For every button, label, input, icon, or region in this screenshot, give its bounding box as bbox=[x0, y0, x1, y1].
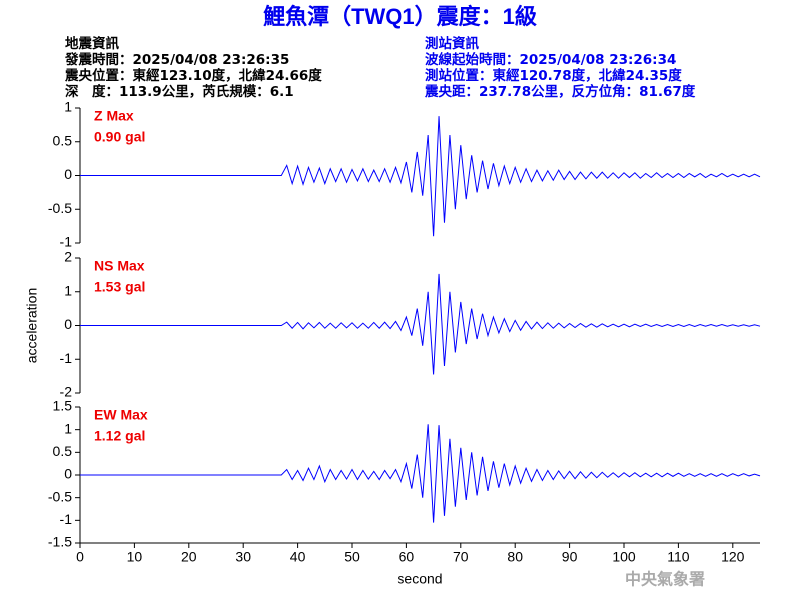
annotation: NS Max bbox=[94, 258, 145, 274]
waveform bbox=[80, 424, 761, 523]
x-tick-label: 100 bbox=[612, 549, 636, 565]
x-tick-label: 70 bbox=[453, 549, 469, 565]
y-tick-label: 0 bbox=[64, 316, 72, 332]
y-tick-label: 0 bbox=[64, 166, 72, 182]
y-tick-label: -1 bbox=[60, 511, 73, 527]
y-tick-label: 1 bbox=[64, 282, 72, 298]
info-line: 測站資訊 bbox=[425, 35, 479, 52]
x-tick-label: 0 bbox=[76, 549, 84, 565]
x-tick-label: 110 bbox=[667, 549, 690, 565]
waveform bbox=[80, 273, 761, 375]
x-tick-label: 50 bbox=[344, 549, 360, 565]
y-tick-label: -0.5 bbox=[48, 200, 72, 216]
x-tick-label: 40 bbox=[290, 549, 306, 565]
y-axis-label: acceleration bbox=[24, 288, 40, 364]
info-line: 發震時間：2025/04/08 23:26:35 bbox=[64, 51, 289, 68]
watermark: 中央氣象署 bbox=[625, 570, 705, 589]
annotation: 0.90 gal bbox=[94, 129, 145, 145]
info-line: 震央距：237.78公里，反方位角：81.67度 bbox=[424, 83, 696, 100]
y-tick-label: 1.5 bbox=[53, 398, 73, 414]
x-tick-label: 30 bbox=[235, 549, 251, 565]
y-tick-label: -1 bbox=[60, 350, 73, 366]
info-line: 地震資訊 bbox=[65, 35, 119, 52]
y-tick-label: 0 bbox=[64, 466, 72, 482]
y-tick-label: -1 bbox=[60, 234, 73, 250]
y-tick-label: 1 bbox=[64, 99, 72, 115]
x-tick-label: 20 bbox=[181, 549, 197, 565]
info-line: 震央位置：東經123.10度，北緯24.66度 bbox=[64, 67, 322, 84]
y-tick-label: -2 bbox=[60, 384, 73, 400]
x-tick-label: 90 bbox=[562, 549, 578, 565]
x-tick-label: 80 bbox=[507, 549, 523, 565]
y-tick-label: 0.5 bbox=[53, 132, 73, 148]
y-tick-label: -0.5 bbox=[48, 488, 72, 504]
x-tick-label: 10 bbox=[127, 549, 143, 565]
x-tick-label: 60 bbox=[399, 549, 415, 565]
annotation: 1.12 gal bbox=[94, 428, 145, 444]
info-line: 波線起始時間：2025/04/08 23:26:34 bbox=[425, 51, 676, 68]
y-tick-label: 1 bbox=[64, 420, 72, 436]
annotation: 1.53 gal bbox=[94, 279, 145, 295]
y-tick-label: 0.5 bbox=[53, 443, 73, 459]
waveform bbox=[80, 116, 761, 237]
x-axis-label: second bbox=[397, 571, 442, 587]
y-tick-label: 2 bbox=[64, 249, 72, 265]
annotation: Z Max bbox=[94, 108, 134, 124]
y-tick-label: -1.5 bbox=[48, 534, 72, 550]
info-line: 深 度：113.9公里，芮氏規模：6.1 bbox=[65, 83, 294, 100]
x-tick-label: 120 bbox=[721, 549, 745, 565]
chart-title: 鯉魚潭（TWQ1）震度：1級 bbox=[263, 4, 537, 29]
annotation: EW Max bbox=[94, 407, 148, 423]
info-line: 測站位置：東經120.78度，北緯24.35度 bbox=[425, 67, 682, 84]
